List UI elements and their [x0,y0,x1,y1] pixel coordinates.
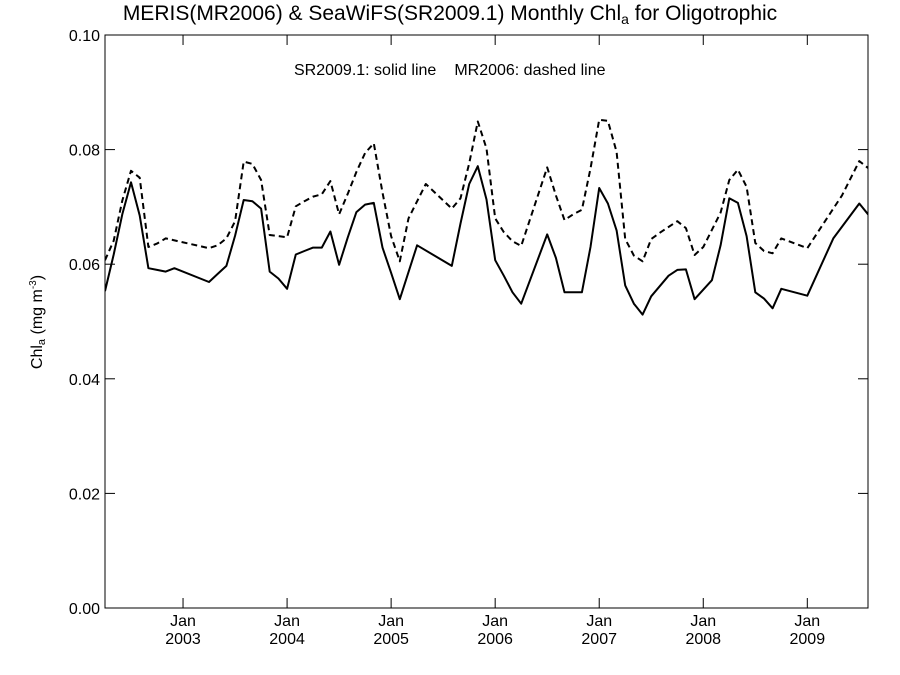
series-line-sr2009-1 [105,165,868,316]
y-tick-label: 0.02 [69,486,100,503]
x-tick-year-label: 2003 [165,631,201,648]
x-tick-month-label: Jan [274,613,300,630]
annotation-dashed: MR2006: dashed line [454,62,606,79]
series-line-mr2006 [105,118,868,263]
x-tick-year-label: 2006 [477,631,513,648]
x-tick-month-label: Jan [794,613,820,630]
x-tick-month-label: Jan [378,613,404,630]
y-tick-label: 0.00 [69,601,100,618]
chart-title: MERIS(MR2006) & SeaWiFS(SR2009.1) Monthl… [0,2,900,27]
y-tick-label: 0.04 [69,372,100,389]
x-tick-month-label: Jan [586,613,612,630]
chart-title-main: MERIS(MR2006) & SeaWiFS(SR2009.1) Monthl… [122,2,622,25]
chart-title-tail: for Oligotrophic [628,2,778,25]
y-tick-label: 0.08 [69,143,100,160]
series-layer [105,118,868,316]
x-tick-year-label: 2009 [790,631,826,648]
x-tick-year-label: 2007 [581,631,617,648]
y-tick-label: 0.10 [69,28,100,45]
x-tick-month-label: Jan [690,613,716,630]
x-tick-year-label: 2008 [685,631,721,648]
x-tick-year-label: 2004 [269,631,305,648]
plot-frame [104,34,869,609]
y-tick-label: 0.06 [69,257,100,274]
annotation-solid: SR2009.1: solid line [294,62,437,79]
chart-title-subscript: a [621,11,629,27]
x-tick-month-label: Jan [170,613,196,630]
x-tick-year-label: 2005 [373,631,409,648]
line-style-annotation: SR2009.1: solid line MR2006: dashed line [294,62,606,80]
x-tick-month-label: Jan [482,613,508,630]
axes-layer: 0.000.020.040.060.080.10Jan2003Jan2004Ja… [69,28,869,648]
